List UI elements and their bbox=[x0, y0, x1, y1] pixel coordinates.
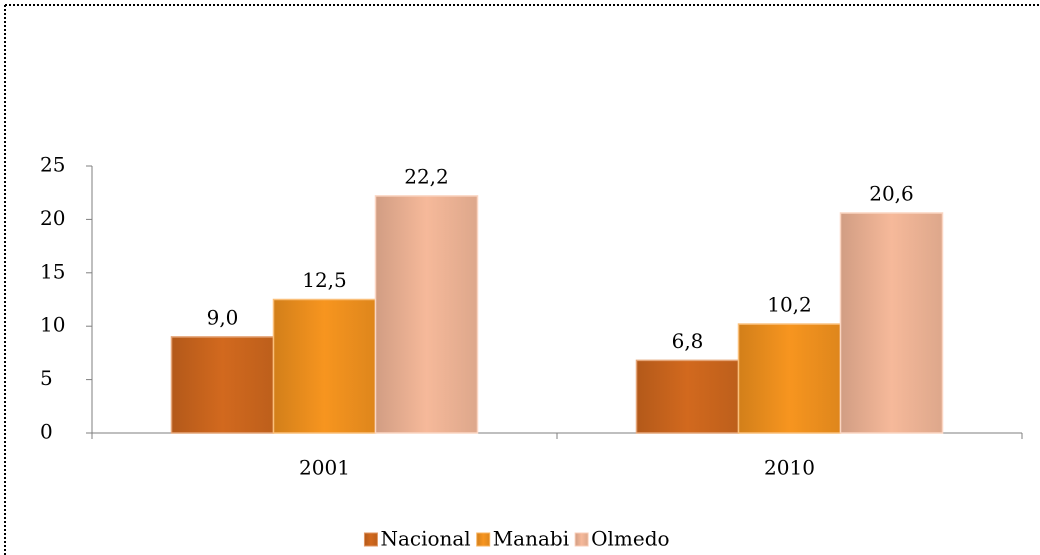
value-label: 20,6 bbox=[869, 181, 914, 205]
bar bbox=[374, 195, 479, 434]
y-tick-label: 0 bbox=[40, 420, 53, 444]
x-tick-label: 2010 bbox=[764, 456, 815, 480]
x-tick-label: 2001 bbox=[299, 456, 350, 480]
value-label: 6,8 bbox=[672, 329, 704, 353]
y-tick-label: 10 bbox=[40, 313, 65, 337]
value-label: 9,0 bbox=[207, 305, 239, 329]
legend-swatch bbox=[574, 532, 589, 547]
legend-label: Manabi bbox=[493, 527, 569, 551]
legend-swatch bbox=[363, 532, 378, 547]
y-tick-label: 20 bbox=[40, 206, 65, 230]
bar bbox=[737, 323, 842, 434]
legend-label: Nacional bbox=[380, 527, 470, 551]
bar bbox=[635, 359, 740, 434]
y-tick-label: 25 bbox=[40, 153, 65, 177]
value-label: 12,5 bbox=[302, 268, 347, 292]
y-tick-label: 5 bbox=[40, 366, 53, 390]
legend-swatch bbox=[476, 532, 491, 547]
bar bbox=[170, 336, 275, 434]
value-label: 10,2 bbox=[767, 293, 812, 317]
bar bbox=[272, 298, 377, 434]
legend-label: Olmedo bbox=[591, 527, 669, 551]
value-label: 22,2 bbox=[404, 164, 449, 188]
bar bbox=[839, 212, 944, 434]
y-tick-label: 15 bbox=[40, 259, 65, 283]
